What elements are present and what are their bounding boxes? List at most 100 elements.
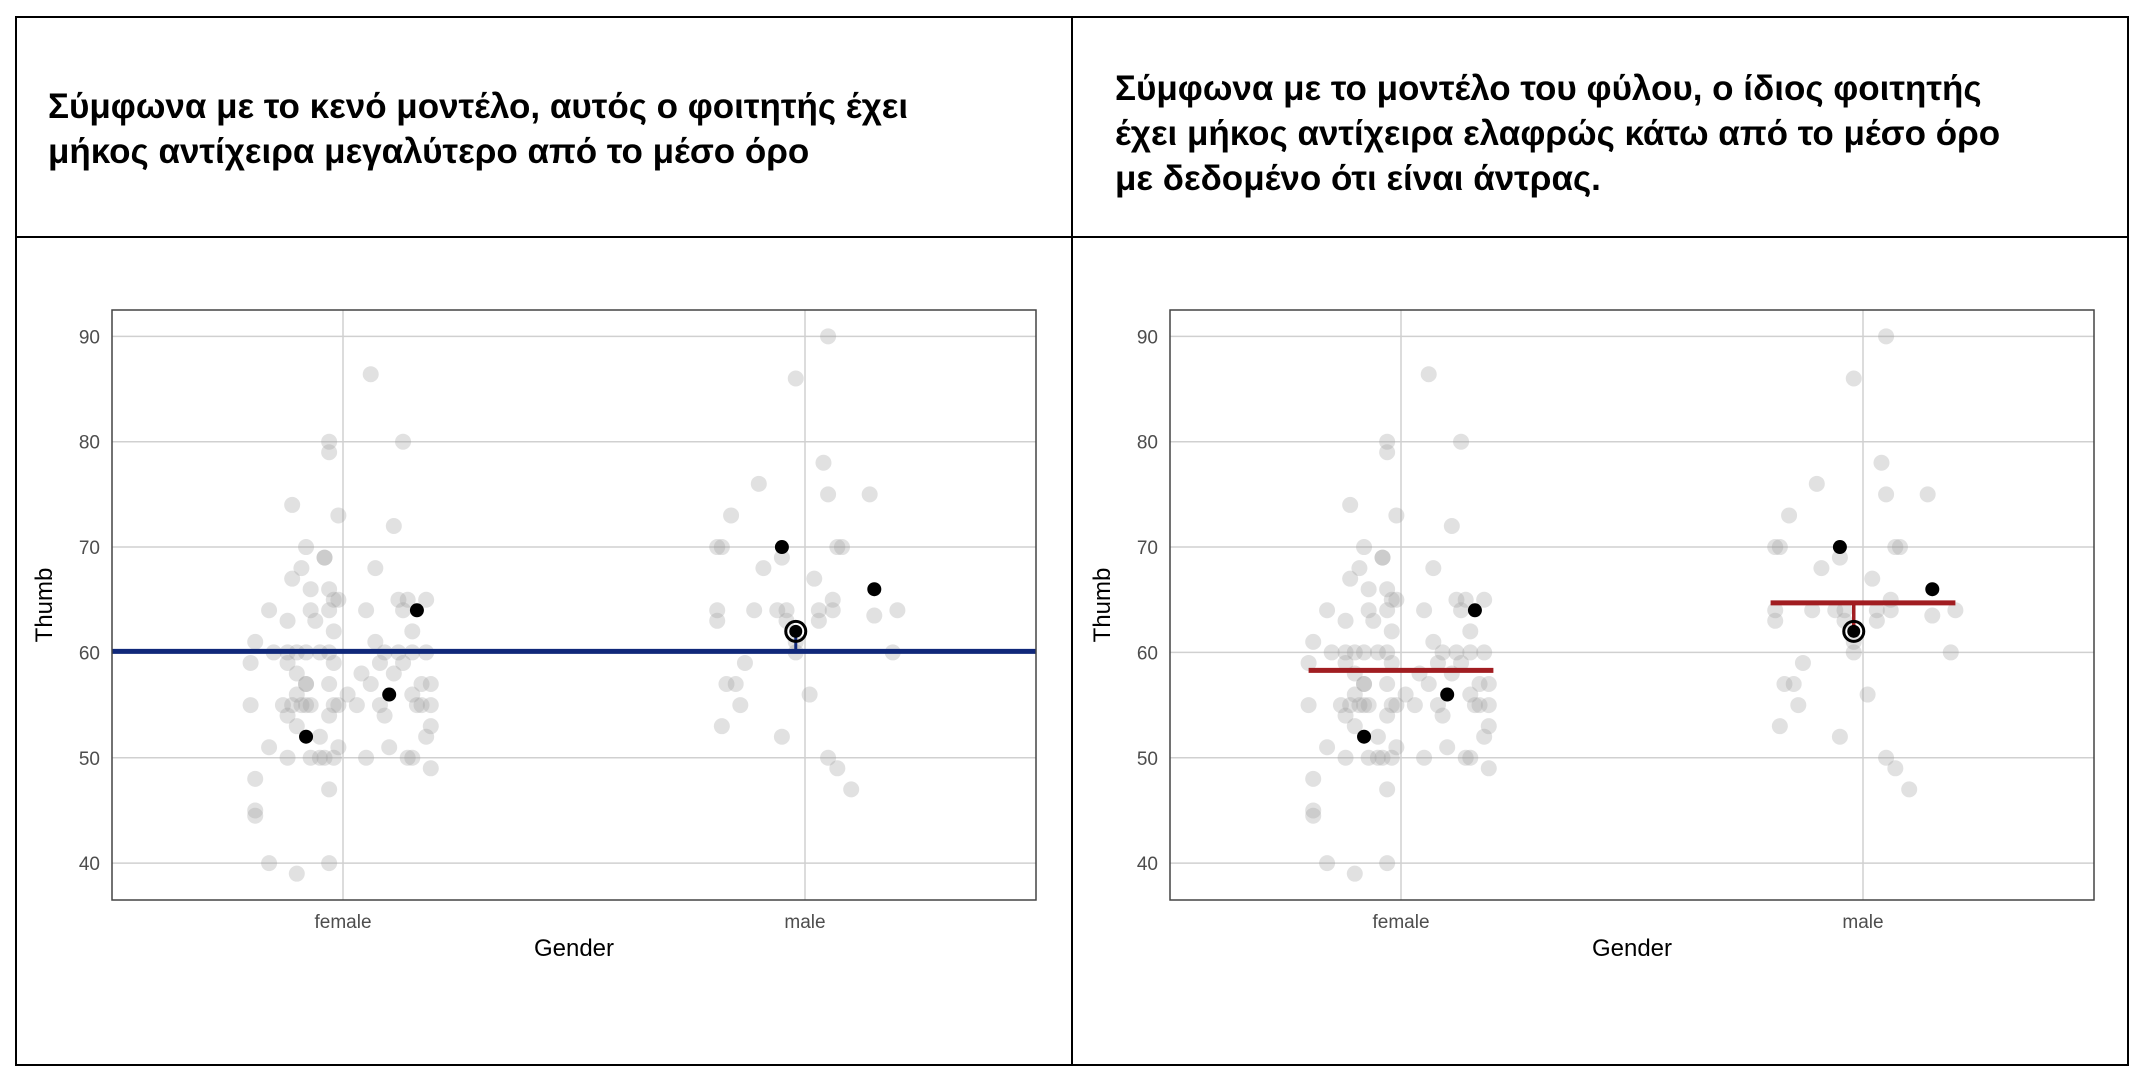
data-point — [247, 770, 264, 787]
data-point — [810, 602, 827, 619]
data-point — [274, 697, 291, 714]
data-point — [395, 433, 412, 450]
data-point — [1942, 644, 1959, 661]
data-point — [413, 697, 430, 714]
data-point — [408, 697, 425, 714]
data-point — [1374, 549, 1391, 566]
data-point — [261, 855, 278, 872]
data-point — [1406, 697, 1423, 714]
data-point — [1305, 770, 1322, 787]
data-point — [325, 591, 342, 608]
data-point — [311, 728, 328, 745]
data-point — [1480, 760, 1497, 777]
data-point — [1831, 549, 1848, 566]
data-point — [1434, 707, 1451, 724]
data-point — [709, 602, 726, 619]
data-point — [1351, 697, 1368, 714]
x-tick-label: female — [314, 912, 371, 933]
data-point — [330, 507, 347, 524]
data-point — [773, 728, 790, 745]
highlight-point — [1832, 540, 1847, 555]
data-point — [1420, 676, 1437, 693]
data-point — [1332, 697, 1349, 714]
x-axis-title: Gender — [534, 935, 614, 962]
highlight-point — [1440, 687, 1455, 702]
data-point — [1462, 644, 1479, 661]
data-point — [820, 486, 837, 503]
data-point — [422, 760, 439, 777]
data-point — [330, 739, 347, 756]
data-point — [1383, 591, 1400, 608]
data-point — [362, 676, 379, 693]
data-point — [1429, 654, 1446, 671]
plot-border — [1169, 309, 2095, 901]
data-point — [1462, 623, 1479, 640]
data-point — [1319, 602, 1336, 619]
data-point — [293, 560, 310, 577]
data-point — [422, 718, 439, 735]
data-point — [418, 728, 435, 745]
data-point — [1397, 686, 1414, 703]
data-point — [801, 686, 818, 703]
data-point — [1383, 697, 1400, 714]
data-point — [866, 607, 883, 624]
data-point — [321, 781, 338, 798]
focus-point — [789, 624, 803, 638]
data-point — [1342, 697, 1359, 714]
data-point — [1346, 686, 1363, 703]
data-point — [1439, 739, 1456, 756]
data-point — [1476, 644, 1493, 661]
data-point — [1305, 807, 1322, 824]
data-point — [404, 623, 421, 640]
data-point — [861, 486, 878, 503]
data-point — [1351, 560, 1368, 577]
highlight-point — [774, 540, 789, 555]
data-point — [1337, 707, 1354, 724]
data-point — [1360, 602, 1377, 619]
data-point — [1771, 718, 1788, 735]
data-point — [284, 697, 301, 714]
data-point — [418, 591, 435, 608]
data-point — [713, 718, 730, 735]
data-point — [778, 612, 795, 629]
data-point — [1767, 539, 1784, 556]
data-point — [1319, 739, 1336, 756]
data-point — [1836, 612, 1853, 629]
caption-line: έχει μήκος αντίχειρα ελαφρώς κάτω από το… — [1115, 114, 2001, 153]
data-point — [1448, 644, 1465, 661]
data-point — [399, 591, 416, 608]
data-point — [1383, 654, 1400, 671]
focus-point — [1847, 624, 1861, 638]
data-point — [746, 602, 763, 619]
data-point — [1346, 644, 1363, 661]
data-point — [399, 749, 416, 766]
data-point — [1379, 781, 1396, 798]
data-point — [709, 539, 726, 556]
data-point — [1416, 602, 1433, 619]
data-point — [1369, 749, 1386, 766]
data-point — [1919, 486, 1936, 503]
data-point — [1471, 697, 1488, 714]
y-tick-label: 60 — [1137, 643, 1158, 664]
data-point — [1476, 591, 1493, 608]
data-point — [1365, 612, 1382, 629]
column-divider — [1071, 16, 1073, 1066]
data-point — [247, 807, 264, 824]
data-point — [1924, 607, 1941, 624]
data-point — [1882, 602, 1899, 619]
data-point — [806, 570, 823, 587]
data-point — [385, 665, 402, 682]
data-point — [1827, 602, 1844, 619]
y-tick-label: 90 — [1137, 327, 1158, 348]
data-point — [1804, 602, 1821, 619]
data-point — [279, 749, 296, 766]
y-tick-label: 40 — [79, 854, 100, 875]
data-point — [727, 676, 744, 693]
data-point — [1369, 728, 1386, 745]
data-point — [1831, 728, 1848, 745]
data-point — [325, 623, 342, 640]
data-point — [1388, 739, 1405, 756]
data-point — [1356, 644, 1373, 661]
data-point — [1767, 612, 1784, 629]
x-tick-label: male — [1842, 912, 1883, 933]
